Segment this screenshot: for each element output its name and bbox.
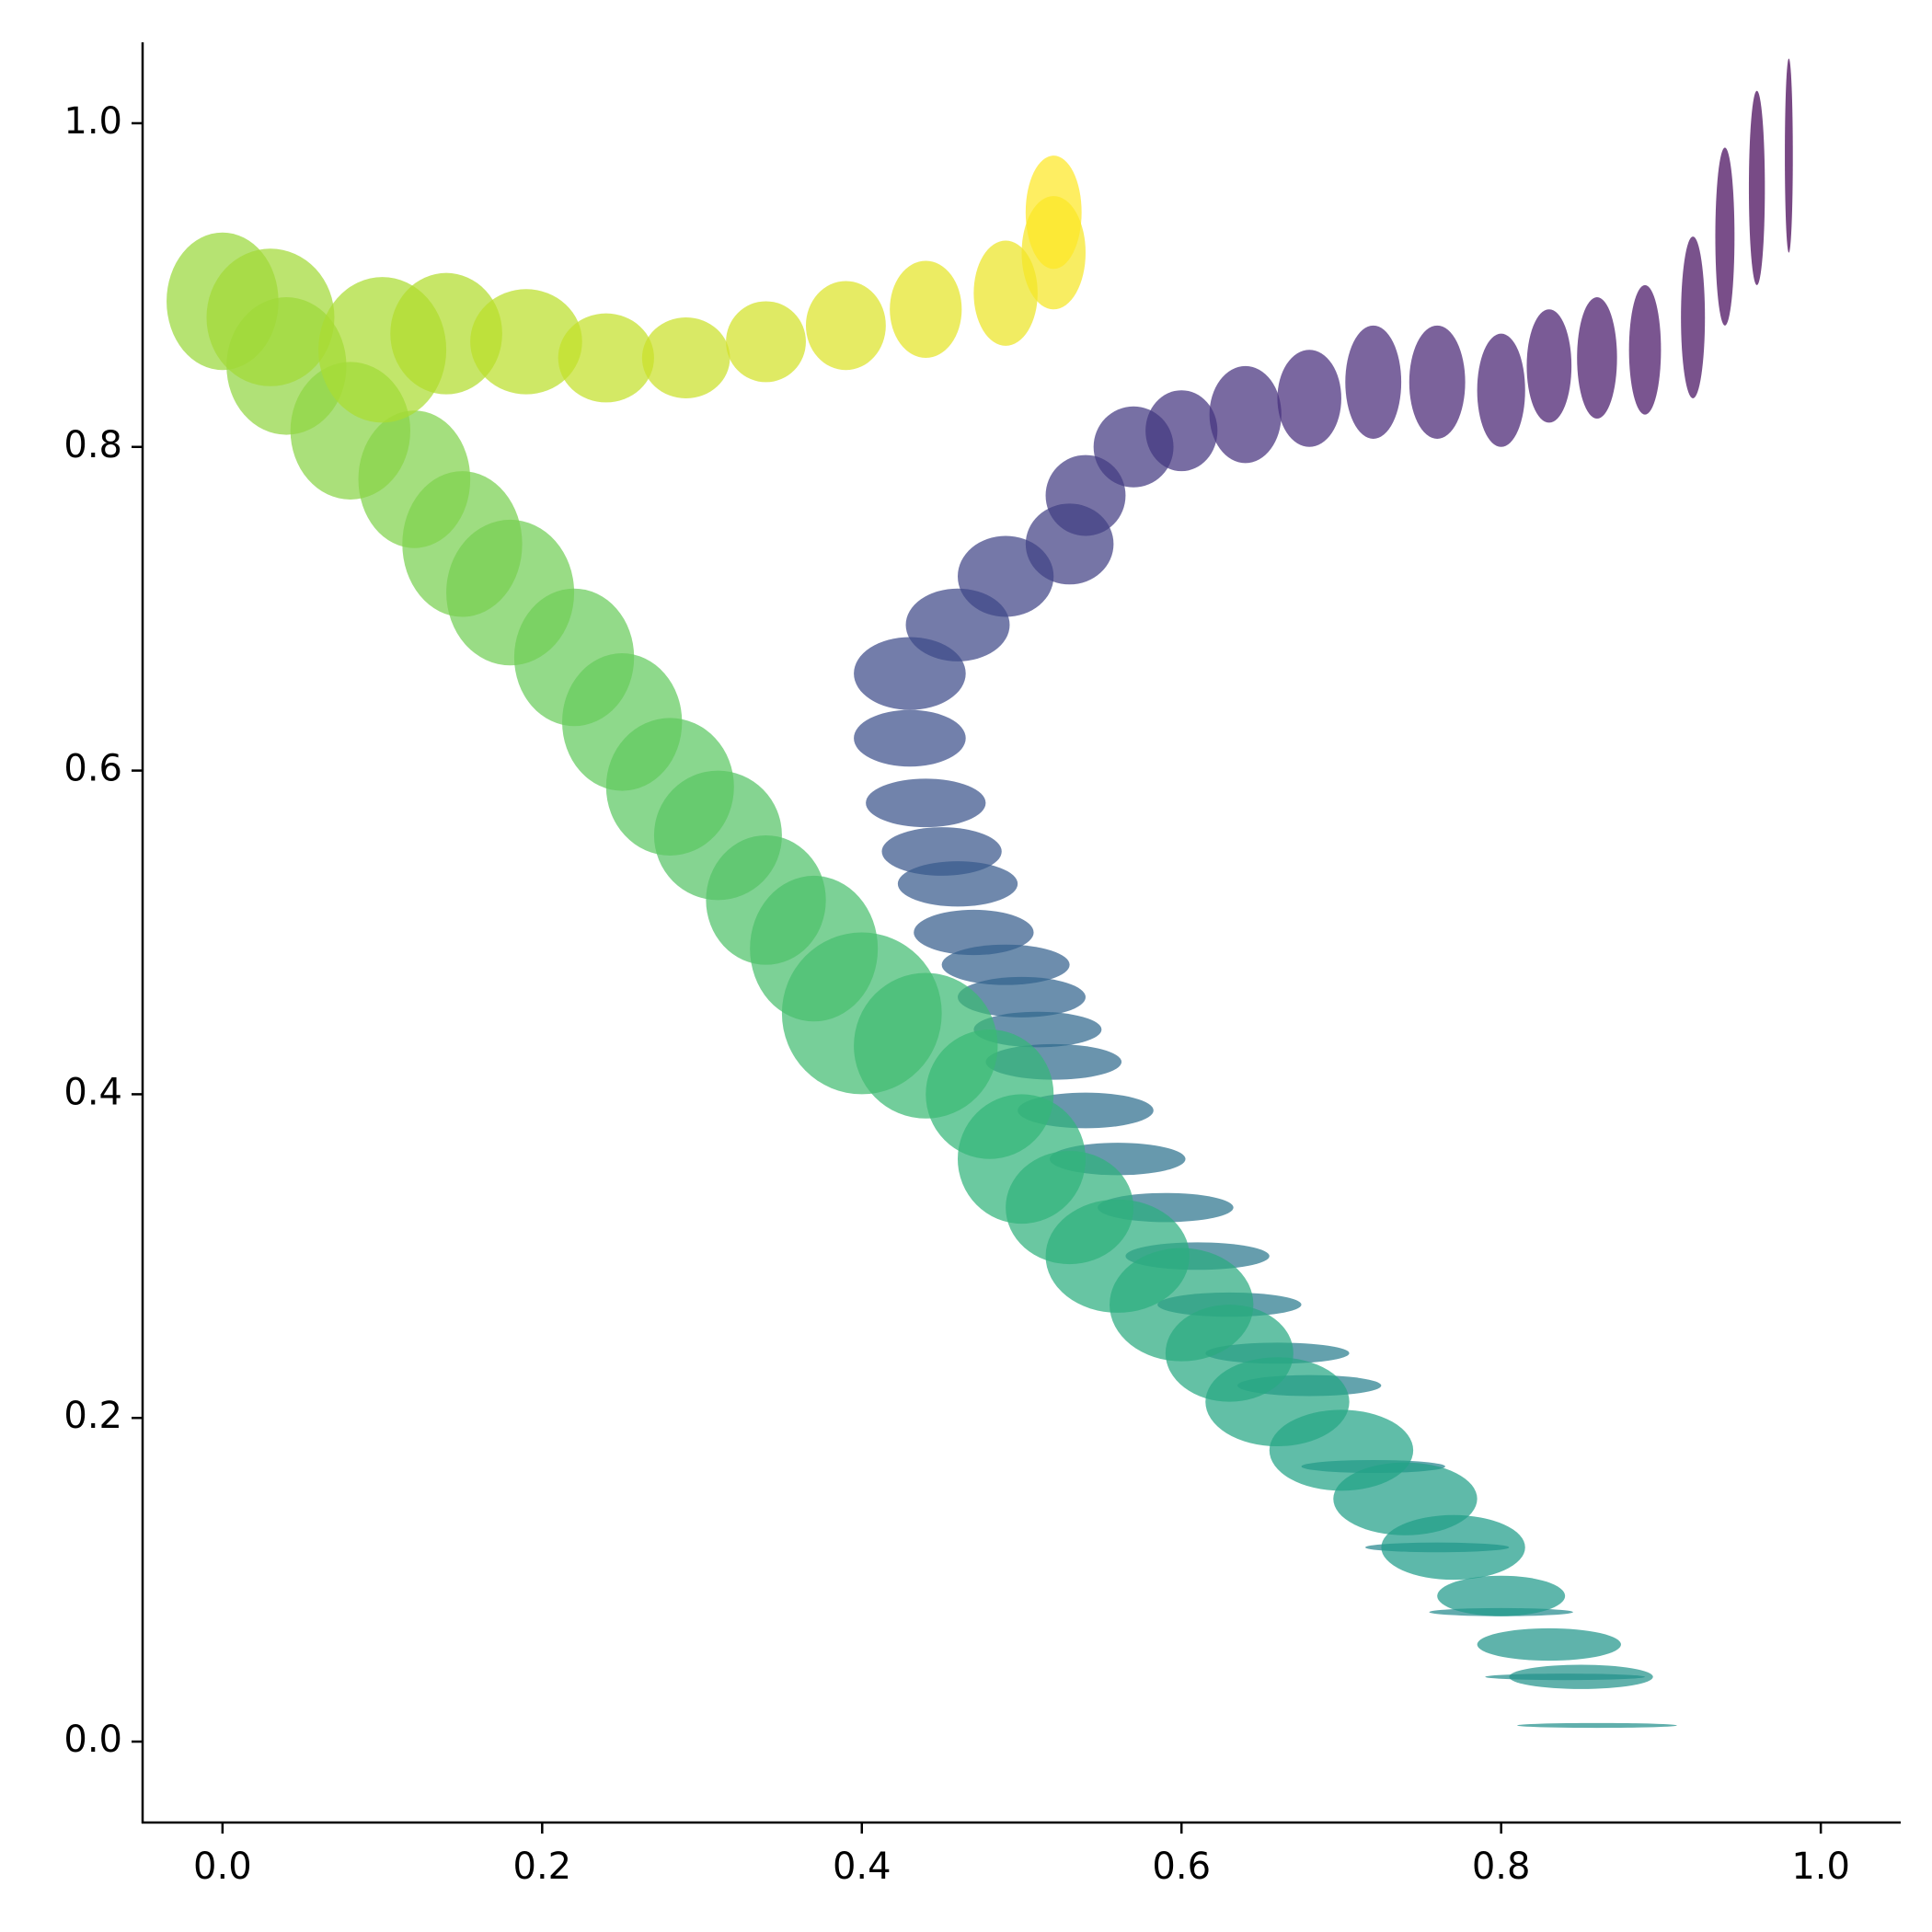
ellipse [390,272,502,395]
ellipse [897,861,1018,907]
ellipse [1681,236,1706,398]
ellipse [890,260,962,359]
ellipse [805,281,886,371]
ellipse [1409,325,1466,439]
ellipse [641,317,730,398]
ellipse [958,976,1086,1018]
ellipse [470,289,582,395]
ellipse [558,313,654,403]
x-tick-label: 0.0 [193,1846,252,1888]
ellipse [1345,325,1402,439]
y-tick-label: 0.6 [63,748,122,790]
x-tick-label: 0.8 [1472,1846,1531,1888]
ellipse [1748,90,1765,285]
ellipse [1577,297,1617,419]
y-tick-label: 0.4 [63,1071,122,1113]
ellipse [941,944,1070,985]
ellipse [1509,1664,1653,1689]
y-tick-label: 1.0 [63,100,122,143]
ellipse [1526,309,1572,423]
ellipse [1209,365,1282,464]
ellipse [854,709,966,767]
ellipse [1517,1722,1677,1729]
ellipse [1437,1575,1566,1616]
plot-area [167,58,1793,1729]
ellipse [1025,155,1082,270]
ellipse [1715,147,1735,326]
ellipse [1477,333,1525,447]
ellipse [854,637,966,710]
ellipse [866,778,986,828]
ellipse [726,301,806,383]
ellipse [1785,58,1793,253]
ellipse [1277,350,1341,447]
ellipse [914,909,1034,956]
x-tick-label: 0.4 [833,1846,891,1888]
y-tick-label: 0.2 [63,1395,122,1437]
x-tick-label: 0.6 [1152,1846,1211,1888]
x-tick-label: 0.2 [513,1846,572,1888]
ellipse [973,240,1038,346]
x-tick-label: 1.0 [1791,1846,1850,1888]
ellipse [206,248,335,386]
y-tick-label: 0.8 [63,424,122,466]
ellipse [1628,284,1662,415]
y-tick-label: 0.0 [63,1719,122,1761]
ellipse [1477,1627,1621,1662]
